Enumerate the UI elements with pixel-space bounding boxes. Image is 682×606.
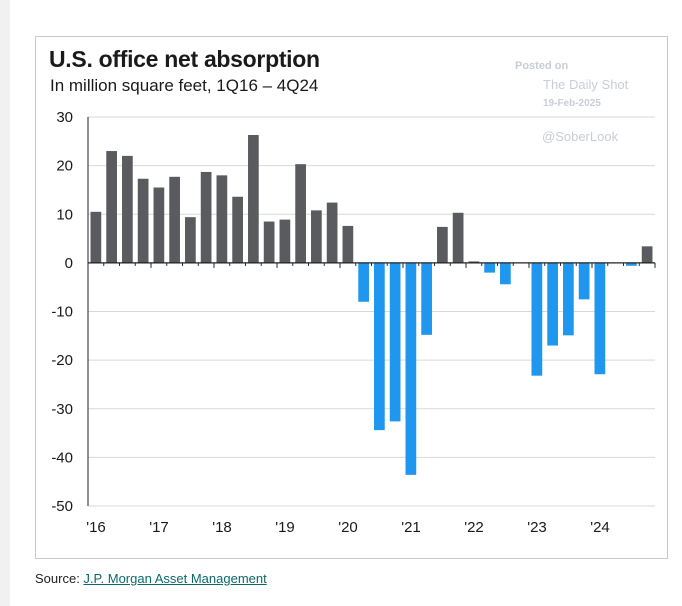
bar-1Q19 [279,219,291,263]
y-tick-label: -10 [51,304,73,321]
x-tick-label: '24 [590,519,610,536]
y-tick-label: 30 [56,109,73,126]
source-line: Source: J.P. Morgan Asset Management [35,571,267,586]
bar-1Q23 [531,262,543,376]
bar-4Q20 [389,262,401,422]
x-tick-label: '21 [401,519,421,536]
watermark-name: The Daily Shot [543,77,629,92]
y-tick-label: 10 [56,206,73,223]
bar-1Q21 [405,262,417,475]
bar-4Q18 [263,221,275,263]
bar-1Q24 [594,262,606,375]
watermark-date: 19-Feb-2025 [543,98,601,109]
bar-1Q18 [216,175,228,263]
bar-2Q18 [232,196,243,263]
y-tick-label: -30 [51,401,73,418]
bar-1Q22 [468,261,480,263]
x-tick-label: '20 [338,519,358,536]
bar-3Q18 [248,134,259,263]
x-tick-label: '18 [212,519,232,536]
bars [90,134,653,475]
page-left-rule [0,0,10,606]
bar-4Q24 [641,246,653,263]
bar-2Q19 [295,164,306,263]
bar-4Q17 [200,171,212,263]
bar-1Q17 [153,187,165,263]
source-prefix: Source: [35,571,84,586]
watermark-handle: @SoberLook [542,129,619,144]
x-tick-label: '22 [464,519,484,536]
bar-3Q16 [122,155,133,263]
bar-3Q21 [437,226,448,263]
bar-2Q23 [547,262,558,346]
bar-4Q19 [326,202,338,263]
y-tick-label: -50 [51,498,73,515]
x-tick-label: '17 [149,519,169,536]
bar-4Q21 [452,212,464,263]
bar-4Q16 [137,178,149,263]
x-tick-label: '16 [86,519,106,536]
bar-2Q22 [484,262,495,273]
watermark-posted: Posted on [515,60,569,72]
axes [87,117,656,506]
bar-2Q20 [358,262,369,302]
gridlines [88,116,655,507]
chart-title: U.S. office net absorption [49,46,320,72]
y-tick-label: 20 [56,158,73,175]
bar-3Q24 [626,262,637,266]
source-link[interactable]: J.P. Morgan Asset Management [83,571,267,586]
bar-1Q20 [342,225,354,263]
y-tick-label: -40 [51,449,73,466]
chart-card [35,36,668,559]
x-tick-label: '19 [275,519,295,536]
y-tick-label: -20 [51,352,73,369]
chart-subtitle: In million square feet, 1Q16 – 4Q24 [50,76,319,95]
tick-labels: 30 20 10 0 -10 -20 -30 -40 -50 '16 '17 '18 '19 '20 '21… [51,109,609,536]
bar-2Q16 [106,151,117,263]
bar-3Q19 [311,210,322,263]
bar-2Q21 [421,262,432,335]
bar-4Q23 [578,262,590,300]
bar-3Q20 [374,262,385,431]
bar-3Q17 [185,217,196,263]
bar-1Q16 [90,211,102,263]
y-tick-label: 0 [65,255,73,272]
bar-3Q22 [500,262,511,285]
bar-2Q17 [169,176,180,263]
bar-3Q23 [563,262,574,336]
x-tick-label: '23 [527,519,547,536]
